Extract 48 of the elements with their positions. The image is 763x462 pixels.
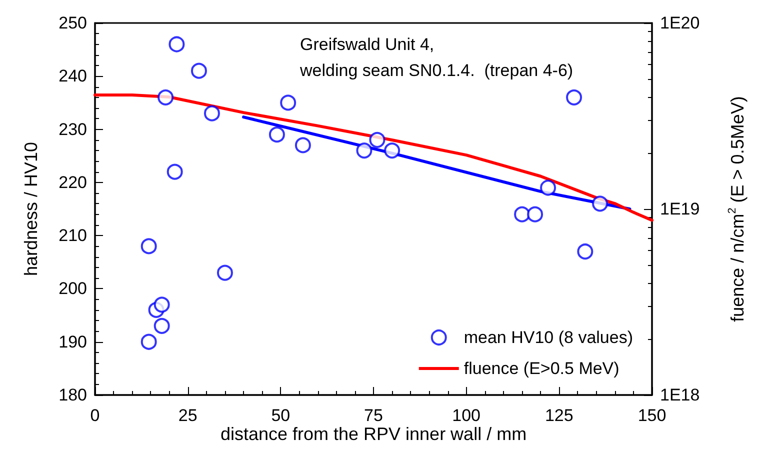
y2-tick-label: 1E20 (660, 14, 700, 32)
point (369, 132, 386, 148)
legend-label: mean HV10 (8 values) (464, 328, 634, 347)
legend-label: fluence (E>0.5 MeV) (464, 359, 620, 378)
line-series (242, 116, 632, 210)
annotation: welding seam SN0.1.4. (trepan 4-6) (299, 61, 574, 80)
point (216, 264, 233, 281)
point (154, 318, 170, 334)
y-tick-label: 210 (58, 226, 87, 246)
point (566, 89, 582, 106)
point (280, 94, 296, 111)
x-tick-label: 125 (544, 406, 574, 425)
point (154, 296, 170, 313)
x-tick-label: 75 (364, 406, 383, 425)
y2-tick-label: 1E19 (660, 200, 700, 218)
x-tick-label: 100 (452, 406, 481, 425)
point (268, 126, 285, 143)
x-tick-label: 25 (178, 406, 198, 425)
x-axis-title: distance from the RPV inner wall / mm (220, 424, 527, 444)
point (168, 36, 185, 52)
point (592, 196, 608, 212)
y-tick-label: 230 (58, 120, 87, 139)
y2-axis-title: fuence / n/cm2 (E > 0.5MeV) (726, 96, 748, 322)
point (294, 137, 311, 154)
x-tick-label: 0 (90, 406, 100, 425)
y-tick-label: 220 (58, 172, 87, 192)
point (577, 244, 594, 260)
y-axis-title: hardness / HV10 (21, 142, 41, 276)
point (140, 334, 157, 350)
annotation: Greifswald Unit 4, (300, 35, 434, 54)
y2-tick-label: 1E18 (660, 386, 700, 404)
point (527, 206, 544, 222)
y-tick-label: 200 (58, 279, 87, 298)
point (140, 238, 157, 254)
y-tick-label: 180 (58, 386, 87, 404)
point (158, 89, 174, 106)
y-tick-label: 190 (58, 332, 87, 352)
x-tick-label: 150 (638, 406, 666, 425)
point (540, 180, 556, 196)
point (204, 105, 220, 122)
point (384, 142, 400, 159)
point (356, 142, 372, 159)
point (166, 164, 183, 180)
y-tick-label: 250 (58, 14, 87, 32)
y-tick-label: 240 (58, 66, 87, 86)
point (514, 206, 530, 222)
x-tick-label: 50 (271, 406, 290, 425)
point (190, 62, 207, 79)
